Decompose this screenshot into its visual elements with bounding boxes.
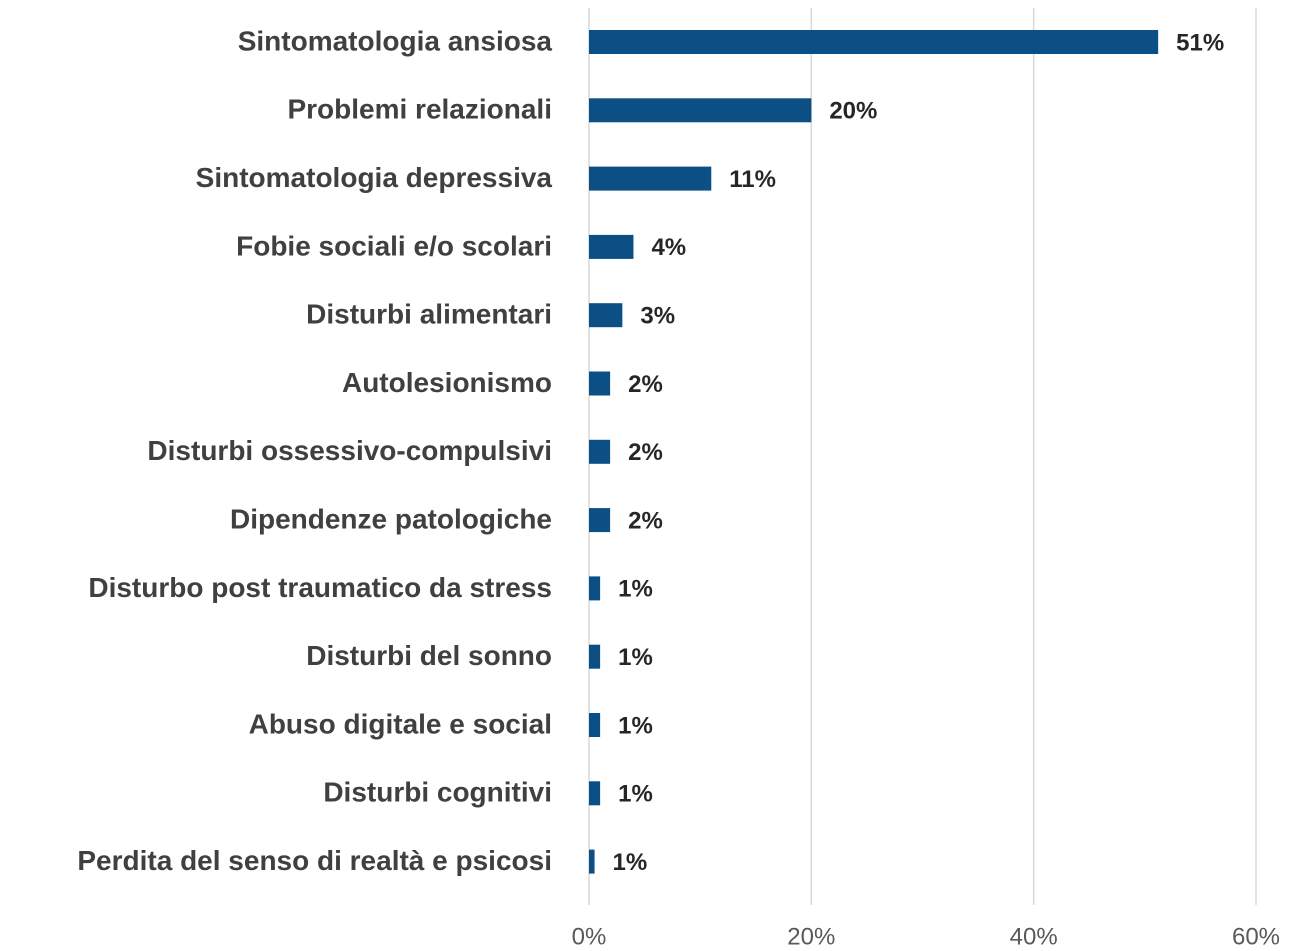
data-label: 1% — [618, 576, 653, 603]
y-tick-label: Abuso digitale e social — [249, 708, 552, 739]
y-tick-label: Disturbi ossessivo-compulsivi — [147, 435, 552, 466]
data-label: 3% — [640, 303, 675, 330]
y-tick-label: Autolesionismo — [342, 367, 552, 398]
data-label: 2% — [628, 507, 663, 534]
bar — [589, 644, 601, 669]
bar — [589, 576, 601, 601]
data-label: 20% — [829, 98, 877, 125]
data-label: 1% — [613, 849, 648, 876]
data-label: 4% — [651, 234, 686, 261]
bar — [589, 98, 812, 123]
data-label: 51% — [1176, 29, 1224, 56]
bar — [589, 439, 611, 464]
y-tick-label: Sintomatologia ansiosa — [238, 25, 553, 56]
data-label: 2% — [628, 439, 663, 466]
bar — [589, 508, 611, 533]
bar — [589, 303, 623, 328]
y-tick-label: Problemi relazionali — [287, 94, 552, 125]
data-label: 1% — [618, 781, 653, 808]
data-label: 1% — [618, 712, 653, 739]
x-tick-label: 20% — [787, 923, 835, 950]
y-tick-label: Disturbo post traumatico da stress — [88, 572, 552, 603]
y-tick-label: Disturbi alimentari — [306, 299, 552, 330]
bar — [589, 30, 1159, 54]
bar — [589, 713, 601, 737]
bar — [589, 166, 712, 191]
x-tick-label: 0% — [572, 923, 607, 950]
y-tick-label: Disturbi del sonno — [306, 640, 552, 671]
x-tick-label: 60% — [1232, 923, 1280, 950]
bar — [589, 234, 634, 259]
data-label: 2% — [628, 371, 663, 398]
y-tick-label: Fobie sociali e/o scolari — [236, 230, 552, 261]
bar — [589, 849, 595, 874]
y-tick-label: Dipendenze patologiche — [230, 503, 552, 534]
data-label: 11% — [729, 166, 776, 193]
y-tick-label: Perdita del senso di realtà e psicosi — [77, 845, 552, 876]
y-tick-label: Sintomatologia depressiva — [196, 162, 553, 193]
data-label: 1% — [618, 644, 653, 671]
x-tick-label: 40% — [1010, 923, 1058, 950]
bar — [589, 781, 601, 806]
y-tick-label: Disturbi cognitivi — [323, 777, 552, 808]
bar — [589, 371, 611, 396]
